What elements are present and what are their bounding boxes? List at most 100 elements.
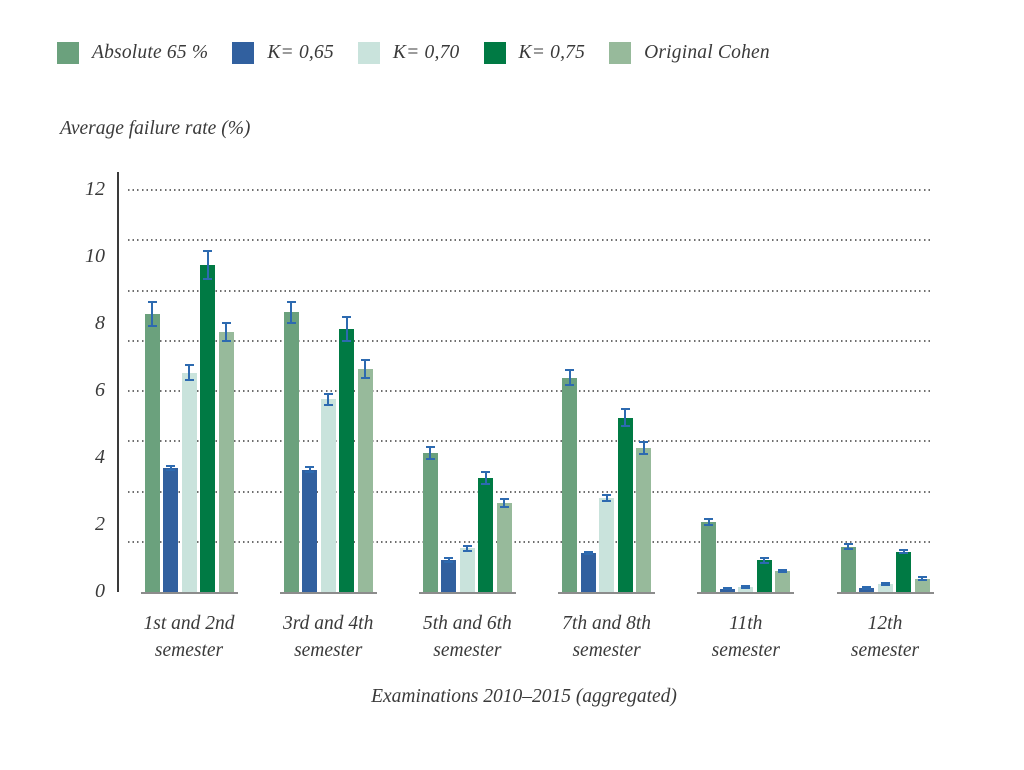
gridline <box>128 390 930 392</box>
error-bar <box>843 543 853 551</box>
category-label-line: 5th and 6th <box>422 613 512 634</box>
legend-label: K= 0,75 <box>518 42 586 63</box>
gridline <box>128 440 930 443</box>
error-bar-part <box>169 464 172 472</box>
error-bar-part <box>605 494 608 503</box>
category-label-line: semester <box>433 640 502 661</box>
error-bar-part <box>323 404 333 407</box>
error-bar-part <box>899 549 908 552</box>
error-bar-part <box>188 364 190 381</box>
bar <box>636 447 652 592</box>
bar <box>599 498 615 592</box>
error-bar <box>305 466 315 474</box>
error-bar-part <box>462 545 472 548</box>
error-bar-part <box>565 383 575 386</box>
bar <box>756 560 772 592</box>
bar <box>478 478 494 592</box>
legend-swatch-icon <box>57 42 79 64</box>
legend-swatch-icon <box>609 42 632 64</box>
y-tick-label: 4 <box>95 445 105 468</box>
error-bar-part <box>763 556 766 564</box>
legend-label: K= 0,70 <box>392 42 460 63</box>
error-bar-part <box>741 586 751 589</box>
error-bar <box>722 586 732 591</box>
error-bar-part <box>166 464 175 467</box>
error-bar-part <box>221 322 231 325</box>
y-axis-line <box>117 172 119 592</box>
error-bar <box>462 545 472 552</box>
bar <box>738 586 754 592</box>
error-bar-part <box>722 588 732 591</box>
error-bar-part <box>484 471 487 485</box>
category-label: 1st and 2nd semester <box>99 610 279 664</box>
error-bar <box>917 576 927 581</box>
error-bar-part <box>759 556 769 559</box>
error-bar-part <box>286 321 296 324</box>
error-bar-part <box>425 446 435 449</box>
error-bar-part <box>151 300 153 328</box>
error-bar-part <box>778 571 788 574</box>
error-bar <box>286 300 296 324</box>
error-bar <box>862 586 871 590</box>
error-bar-part <box>704 517 714 520</box>
legend-item: Original Cohen <box>609 42 770 64</box>
bar <box>914 578 930 592</box>
error-bar-part <box>323 392 333 395</box>
error-bar <box>899 549 908 555</box>
legend: Absolute 65 % K= 0,65 K= 0,70 K= 0,75 Origin… <box>57 42 770 64</box>
gridline <box>128 289 930 292</box>
error-bar <box>147 300 157 328</box>
error-bar <box>639 440 649 456</box>
error-bar-part <box>602 494 612 497</box>
category-label-line: semester <box>154 640 224 661</box>
error-bar <box>778 568 788 574</box>
error-bar-part <box>499 506 509 509</box>
category-label-line: semester <box>711 640 780 661</box>
error-bar <box>323 392 333 407</box>
legend-item: Absolute 65 % <box>57 42 208 64</box>
bar <box>459 548 475 592</box>
bar <box>877 583 893 592</box>
bar <box>357 369 373 592</box>
bar <box>218 332 234 592</box>
error-bar-part <box>602 500 612 503</box>
gridline <box>128 339 930 342</box>
error-bar-part <box>481 482 491 485</box>
category-label-line: 7th and 8th <box>562 613 652 634</box>
error-bar-part <box>862 587 871 590</box>
error-bar-part <box>862 586 871 589</box>
error-bar <box>620 408 630 428</box>
bar <box>339 329 355 592</box>
error-bar-part <box>899 552 908 555</box>
gridline <box>128 239 930 242</box>
error-bar-part <box>642 440 645 456</box>
error-bar-part <box>880 583 890 586</box>
legend-label: K= 0,65 <box>267 42 334 63</box>
error-bar-part <box>499 498 509 501</box>
error-bar-part <box>342 340 352 343</box>
error-bar-part <box>147 300 157 303</box>
group-baseline <box>558 592 656 594</box>
group-baseline <box>836 592 934 594</box>
error-bar <box>759 556 769 564</box>
error-bar-part <box>620 408 630 411</box>
error-bar-part <box>203 250 212 253</box>
error-bar-part <box>444 560 454 563</box>
error-bar <box>880 581 890 586</box>
error-bar-part <box>290 300 293 324</box>
legend-label: Absolute 65 % <box>92 42 209 63</box>
bar <box>775 570 791 592</box>
error-bar-part <box>707 517 710 526</box>
error-bar-part <box>583 553 593 556</box>
bar <box>283 312 299 592</box>
error-bar <box>741 584 751 589</box>
bar <box>562 377 578 592</box>
error-bar-part <box>902 549 905 555</box>
error-bar <box>221 322 231 343</box>
y-tick-label: 10 <box>85 244 105 267</box>
error-bar-part <box>147 325 157 328</box>
error-bar-part <box>722 586 732 589</box>
bar <box>580 553 596 592</box>
error-bar-part <box>620 425 630 428</box>
